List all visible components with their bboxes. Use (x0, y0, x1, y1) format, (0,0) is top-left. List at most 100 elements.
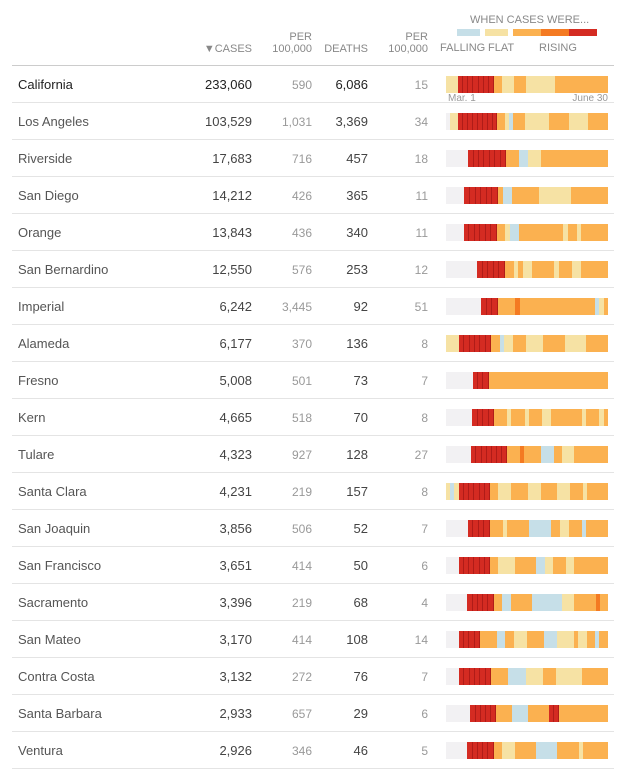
table-row[interactable]: Ventura 2,926 346 46 5 (12, 732, 614, 769)
trend-day-cell (496, 224, 501, 241)
trend-day-cell (495, 150, 501, 167)
cases-value: 5,008 (219, 373, 252, 388)
trend-day-cell (455, 187, 460, 204)
trend-day-cell (519, 372, 525, 389)
trend-day-cell (575, 76, 580, 93)
table-row[interactable]: San Francisco 3,651 414 50 6 (12, 547, 614, 584)
trend-day-cell (518, 631, 523, 648)
trend-day-cell (595, 557, 600, 574)
trend-day-cell (555, 409, 560, 426)
cases-per-100k-header[interactable]: PER 100,000 (272, 31, 312, 55)
trend-day-cell (551, 668, 556, 685)
trend-day-cell (502, 409, 508, 426)
deaths-column-header[interactable]: DEATHS (324, 43, 368, 55)
trend-day-cell (450, 483, 455, 500)
trend-day-cell (550, 150, 555, 167)
trend-day-cell (519, 594, 524, 611)
table-row[interactable]: Alameda 6,177 370 136 8 (12, 325, 614, 362)
trend-day-cell (528, 372, 534, 389)
table-row[interactable]: Santa Barbara 2,933 657 29 6 (12, 695, 614, 732)
trend-day-cell (577, 298, 582, 315)
trend-day-cell (490, 705, 496, 722)
trend-day-cell (463, 409, 468, 426)
cases-per-100k-value: 1,031 (281, 115, 312, 129)
trend-day-cell (492, 298, 498, 315)
trend-day-cell (598, 224, 604, 241)
trend-day-cell (558, 224, 564, 241)
table-row[interactable]: Tulare 4,323 927 128 27 (12, 436, 614, 473)
table-row[interactable]: Kern 4,665 518 70 8 (12, 399, 614, 436)
trend-day-cell (546, 298, 551, 315)
trend-day-cell (562, 187, 567, 204)
trend-day-cell (550, 298, 556, 315)
trend-day-cell (477, 594, 483, 611)
county-name: Contra Costa (18, 669, 95, 684)
table-row[interactable]: Fresno 5,008 501 73 7 (12, 362, 614, 399)
table-row[interactable]: Santa Clara 4,231 219 157 8 (12, 473, 614, 510)
trend-day-cell (591, 557, 596, 574)
axis-start-label: Mar. 1 (448, 93, 476, 104)
trend-day-cell (501, 76, 507, 93)
trend-day-cell (550, 409, 556, 426)
trend-day-cell (568, 520, 573, 537)
trend-day-cell (487, 113, 493, 130)
deaths-per-100k-value: 8 (421, 485, 428, 499)
trend-day-cell (599, 705, 604, 722)
trend-day-cell (491, 224, 497, 241)
deaths-per-100k-header[interactable]: PER 100,000 (388, 31, 428, 55)
trend-day-cell (599, 409, 604, 426)
trend-day-cell (561, 742, 566, 759)
trend-day-cell (525, 668, 530, 685)
table-row[interactable]: San Joaquin 3,856 506 52 7 (12, 510, 614, 547)
trend-day-cell (454, 668, 459, 685)
table-row[interactable]: San Diego 14,212 426 365 11 (12, 177, 614, 214)
legend-falling-swatch (457, 29, 480, 36)
trend-day-cell (494, 483, 499, 500)
trend-day-cell (563, 298, 569, 315)
table-row[interactable]: San Bernardino 12,550 576 253 12 (12, 251, 614, 288)
trend-day-cell (534, 668, 539, 685)
trend-day-cell (536, 224, 542, 241)
table-row[interactable]: Contra Costa 3,132 272 76 7 (12, 658, 614, 695)
trend-day-cell (564, 113, 569, 130)
trend-day-cell (585, 224, 591, 241)
deaths-per-100k-value: 11 (415, 226, 428, 240)
table-row[interactable]: California 233,060 590 6,086 15 Mar. 1 June 30 (12, 66, 614, 104)
trend-day-cell (497, 298, 503, 315)
table-row[interactable]: San Mateo 3,170 414 108 14 (12, 621, 614, 658)
trend-day-cell (535, 631, 540, 648)
table-row[interactable]: Imperial 6,242 3,445 92 51 (12, 288, 614, 325)
trend-day-cell (446, 742, 451, 759)
deaths-value: 76 (353, 669, 368, 684)
trend-day-cell (514, 76, 519, 93)
trend-day-cell (513, 631, 519, 648)
trend-day-cell (446, 187, 451, 204)
trend-day-cell (489, 557, 495, 574)
county-name: Los Angeles (18, 114, 89, 129)
trend-day-cell (519, 298, 525, 315)
trend-day-cell (543, 631, 549, 648)
table-row[interactable]: Los Angeles 103,529 1,031 3,369 34 (12, 103, 614, 140)
table-row[interactable]: Riverside 17,683 716 457 18 (12, 140, 614, 177)
cases-column-header[interactable]: ▼CASES (203, 43, 252, 55)
trend-day-cell (446, 372, 451, 389)
trend-day-cell (555, 520, 560, 537)
table-row[interactable]: Sacramento 3,396 219 68 4 (12, 584, 614, 621)
trend-day-cell (573, 668, 578, 685)
deaths-per-100k-value: 8 (421, 411, 428, 425)
trend-day-cell (510, 742, 515, 759)
trend-day-cell (603, 372, 609, 389)
trend-day-cell (563, 372, 569, 389)
trend-day-cell (524, 705, 529, 722)
trend-day-cell (568, 668, 574, 685)
trend-day-cell (598, 150, 604, 167)
trend-day-cell (582, 631, 587, 648)
trend-day-cell (483, 372, 489, 389)
trend-day-cell (517, 113, 522, 130)
county-name: Tulare (18, 447, 55, 462)
trend-day-cell (467, 742, 473, 759)
trend-day-cell (475, 705, 481, 722)
table-row[interactable]: Orange 13,843 436 340 11 (12, 214, 614, 251)
trend-day-cell (553, 742, 558, 759)
trend-day-cell (516, 668, 522, 685)
